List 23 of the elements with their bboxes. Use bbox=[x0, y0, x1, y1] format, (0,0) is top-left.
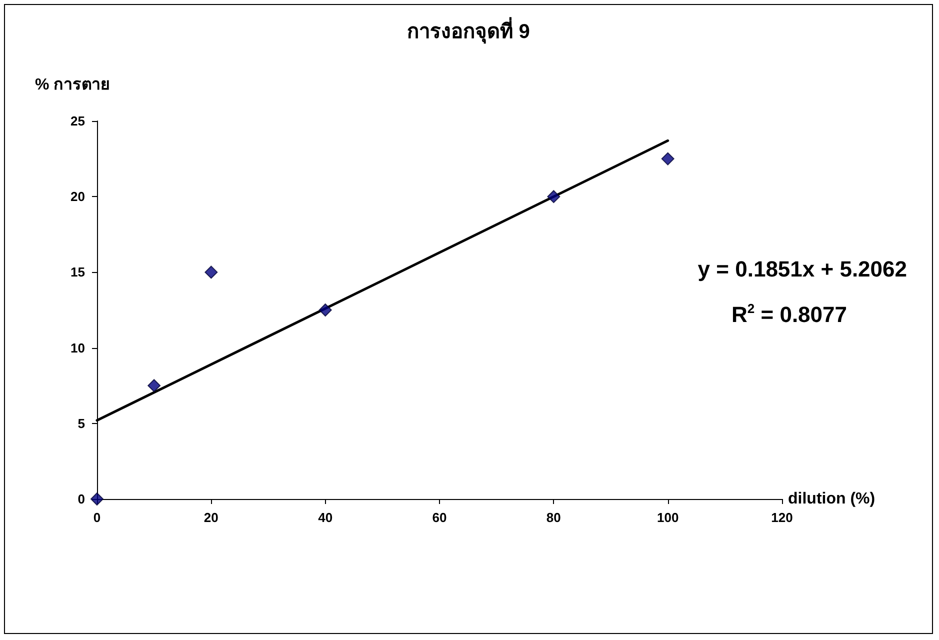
x-tick-label: 60 bbox=[432, 510, 447, 525]
x-tick-label: 80 bbox=[546, 510, 561, 525]
point bbox=[204, 266, 218, 279]
point bbox=[318, 304, 332, 316]
x-tick-label: 40 bbox=[318, 510, 333, 525]
x-tick-label: 100 bbox=[656, 510, 679, 525]
x-tick-label: 0 bbox=[93, 510, 101, 525]
annotation: y = 0.1851x + 5.2062 bbox=[698, 256, 908, 282]
y-tick-label: 20 bbox=[70, 189, 85, 204]
y-tick-label: 5 bbox=[78, 416, 85, 431]
x-axis-title: dilution (%) bbox=[788, 490, 876, 508]
y-axis-title: % การตาย bbox=[35, 76, 110, 94]
y-tick-label: 10 bbox=[70, 340, 85, 356]
x-tick-label: 120 bbox=[771, 510, 793, 525]
y-tick-label: 15 bbox=[70, 264, 85, 280]
chart-title: การงอกจุดที่ 9 bbox=[407, 16, 530, 44]
x-tick-label: 20 bbox=[204, 510, 218, 525]
point bbox=[547, 190, 560, 204]
y-tick-label: 0 bbox=[78, 492, 85, 506]
point bbox=[90, 492, 104, 506]
point bbox=[661, 152, 674, 166]
y-tick-label: 25 bbox=[70, 114, 85, 128]
point bbox=[148, 379, 161, 392]
